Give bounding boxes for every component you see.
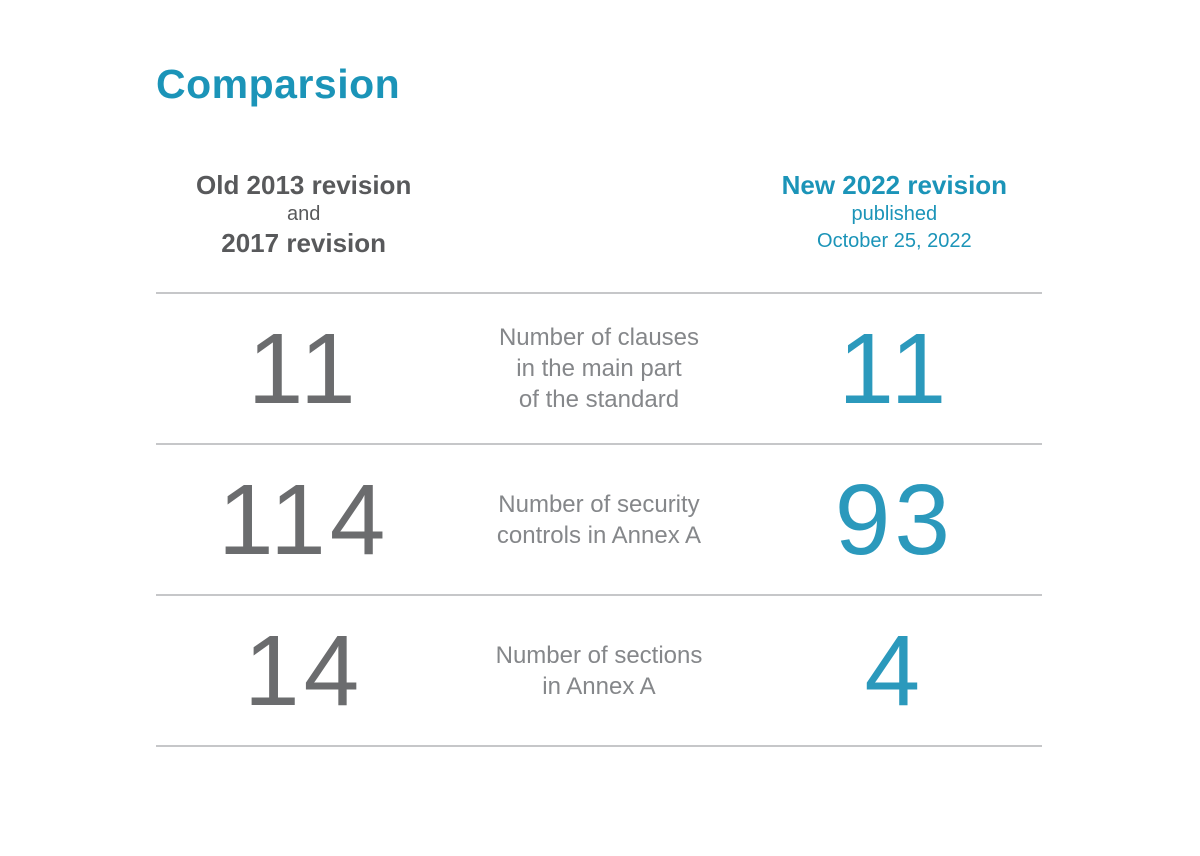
old-value-clauses: 11: [247, 312, 360, 425]
table-row-controls: 114 Number of security controls in Annex…: [156, 443, 1042, 594]
old-revision-header-line3: 2017 revision: [221, 228, 387, 258]
row-label-clauses: Number of clauses in the main part of th…: [498, 324, 700, 413]
new-value-sections: 4: [864, 614, 925, 727]
new-revision-header-line1: New 2022 revision: [781, 170, 1008, 200]
old-value-sections: 14: [244, 614, 364, 727]
new-revision-header-line3: October 25, 2022: [817, 230, 972, 252]
old-revision-header: Old 2013 revision and 2017 revision: [156, 170, 451, 259]
row-label-controls: Number of security controls in Annex A: [496, 490, 702, 549]
table-row-sections: 14 Number of sections in Annex A 4: [156, 594, 1042, 745]
comparison-table: 11 Number of clauses in the main part of…: [156, 292, 1042, 747]
page-title: Comparsion: [156, 61, 401, 107]
old-revision-header-line2: and: [286, 203, 321, 225]
row-label-sections: Number of sections in Annex A: [495, 641, 703, 700]
old-revision-header-line1: Old 2013 revision: [196, 170, 412, 200]
new-value-clauses: 11: [838, 312, 951, 425]
table-row-clauses: 11 Number of clauses in the main part of…: [156, 292, 1042, 443]
new-revision-header-line2: published: [851, 203, 938, 225]
old-value-controls: 114: [217, 463, 390, 576]
new-value-controls: 93: [834, 463, 954, 576]
column-headers: Old 2013 revision and 2017 revision New …: [156, 170, 1042, 259]
header-spacer: [451, 170, 746, 259]
new-revision-header: New 2022 revision published October 25, …: [747, 170, 1042, 259]
